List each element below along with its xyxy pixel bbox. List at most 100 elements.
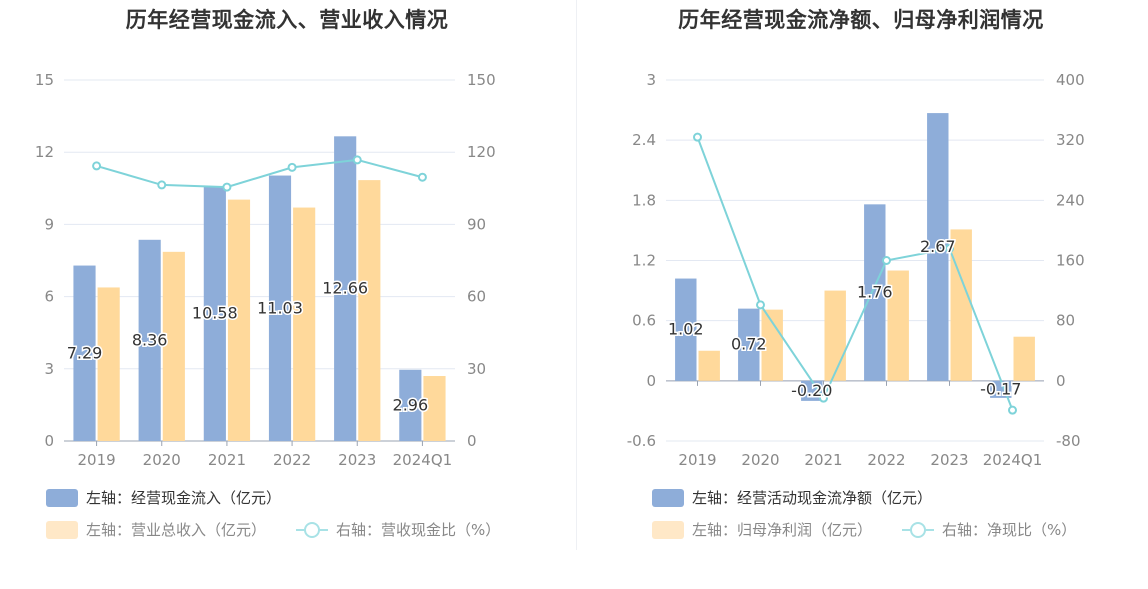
- data-label: 8.36: [132, 330, 168, 349]
- ratio-point: [352, 155, 362, 165]
- right-axis-tick-label: 120: [467, 143, 496, 161]
- bar-primary: [268, 175, 292, 441]
- cash-inflow-revenue-panel: 历年经营现金流入、营业收入情况 0 3 6 9 12 15 0 30 60 90 120 150 201…: [35, 8, 500, 540]
- ratio-point: [1008, 405, 1017, 415]
- chart-title: 历年经营现金流净额、归母净利润情况: [678, 8, 1044, 32]
- data-label: 11.03: [257, 298, 303, 317]
- x-axis-label: 2019: [678, 451, 716, 469]
- right-axis-tick-label: 150: [467, 71, 496, 89]
- left-axis-tick-label: 9: [44, 215, 54, 233]
- ratio-point: [819, 393, 828, 403]
- x-axis-label: 2021: [804, 451, 842, 469]
- data-label: 2.67: [920, 237, 956, 256]
- ratio-point: [287, 162, 297, 172]
- legend-label: 右轴：净现比（%）: [942, 521, 1077, 539]
- bar-primary: [73, 265, 96, 441]
- right-axis-tick-label: 90: [467, 215, 486, 233]
- legend-item-cash-inflow[interactable]: 左轴：经营现金流入（亿元）: [46, 487, 281, 508]
- ratio-point: [945, 243, 954, 253]
- data-label: 0.72: [731, 335, 767, 354]
- x-axis-label: 2020: [741, 451, 779, 469]
- legend-item-operating-net-cash[interactable]: 左轴：经营活动现金流净额（亿元）: [652, 487, 932, 508]
- x-axis-label: 2024Q1: [393, 451, 453, 469]
- bar-primary: [203, 186, 226, 441]
- legend-item-revenue[interactable]: 左轴：营业总收入（亿元）: [46, 519, 266, 540]
- right-axis-tick-label: -80: [1056, 432, 1081, 450]
- left-axis-tick-label: 15: [35, 71, 54, 89]
- bar-secondary: [293, 207, 316, 441]
- legend-line-icon: [296, 521, 328, 539]
- x-axis-label: 2021: [208, 451, 246, 469]
- right-axis-tick-label: 240: [1056, 191, 1085, 209]
- right-axis-tick-label: 160: [1056, 252, 1085, 270]
- bar-secondary: [698, 350, 720, 381]
- x-axis-label: 2019: [77, 451, 115, 469]
- legend-swatch: [46, 520, 78, 539]
- right-axis-tick-label: 0: [1056, 372, 1066, 390]
- legend-swatch: [652, 488, 684, 507]
- legend-item-net-cash-ratio[interactable]: 右轴：净现比（%）: [902, 519, 1076, 540]
- ratio-line: [696, 136, 1014, 411]
- panel-divider: [576, 0, 577, 550]
- left-axis-tick-label: 0: [646, 372, 656, 390]
- legend-label: 左轴：归母净利润（亿元）: [692, 521, 873, 539]
- ratio-point: [417, 172, 427, 182]
- data-label: 12.66: [322, 279, 368, 298]
- bar-primary: [864, 204, 886, 381]
- data-label: 10.58: [192, 304, 238, 323]
- ratio-point: [92, 161, 102, 171]
- net-cash-profit-panel: 历年经营现金流净额、归母净利润情况 -0.6 0 0.6 1.2 1.8 2.4 3 -80 0…: [574, 0, 1148, 589]
- left-axis-tick-label: 0.6: [632, 312, 656, 330]
- bar-primary: [138, 239, 161, 441]
- data-label: -0.17: [980, 379, 1021, 398]
- right-axis-tick-label: 320: [1056, 131, 1085, 149]
- x-axis-label: 2023: [338, 451, 376, 469]
- left-axis-tick-label: 3: [44, 360, 54, 378]
- legend-swatch: [46, 488, 78, 507]
- left-axis-tick-label: 6: [44, 288, 54, 306]
- bar-primary: [738, 308, 760, 381]
- bar-primary: [399, 369, 422, 441]
- right-axis-tick-label: 80: [1056, 312, 1075, 330]
- bar-secondary: [358, 180, 381, 441]
- bar-secondary: [423, 376, 446, 441]
- right-axis-tick-label: 0: [467, 432, 477, 450]
- ratio-point: [756, 300, 765, 310]
- x-axis-label: 2024Q1: [983, 451, 1043, 469]
- left-axis-tick-label: 3: [646, 71, 656, 89]
- ratio-line: [96, 158, 423, 189]
- bar-secondary: [824, 290, 846, 381]
- x-axis-label: 2020: [143, 451, 181, 469]
- data-label: 2.96: [393, 395, 429, 414]
- legend-item-cash-revenue-ratio[interactable]: 右轴：营收现金比（%）: [296, 519, 500, 540]
- left-axis-tick-label: -0.6: [627, 432, 656, 450]
- x-axis-label: 2023: [930, 451, 968, 469]
- bar-secondary: [1013, 336, 1035, 381]
- left-axis-tick-label: 12: [35, 143, 54, 161]
- right-axis-tick-label: 60: [467, 288, 486, 306]
- legend-swatch: [652, 520, 684, 539]
- legend-label: 左轴：营业总收入（亿元）: [86, 521, 267, 539]
- bar-primary: [334, 136, 357, 442]
- legend-label: 左轴：经营现金流入（亿元）: [86, 489, 282, 507]
- legend-item-net-profit[interactable]: 左轴：归母净利润（亿元）: [652, 519, 872, 540]
- net-cash-profit-chart: -0.6 0 0.6 1.2 1.8 2.4 3 -80 0 80 160 240 320 400 2019…: [627, 71, 1085, 469]
- legend-line-icon: [902, 521, 934, 539]
- data-label: -0.20: [791, 381, 832, 400]
- bar-secondary: [227, 199, 251, 441]
- ratio-point: [157, 180, 167, 190]
- bar-secondary: [97, 287, 120, 441]
- bar-primary: [675, 278, 697, 381]
- x-axis-label: 2022: [273, 451, 311, 469]
- right-axis-tick-label: 400: [1056, 71, 1085, 89]
- data-label: 7.29: [67, 343, 103, 362]
- legend-label: 右轴：营收现金比（%）: [336, 521, 501, 539]
- bar-secondary: [162, 251, 185, 441]
- left-axis-tick-label: 0: [44, 432, 54, 450]
- bar-primary: [927, 113, 949, 381]
- ratio-point: [882, 256, 891, 265]
- left-axis-tick-label: 1.2: [632, 252, 656, 270]
- bar-secondary: [761, 309, 783, 381]
- left-axis-tick-label: 2.4: [632, 131, 656, 149]
